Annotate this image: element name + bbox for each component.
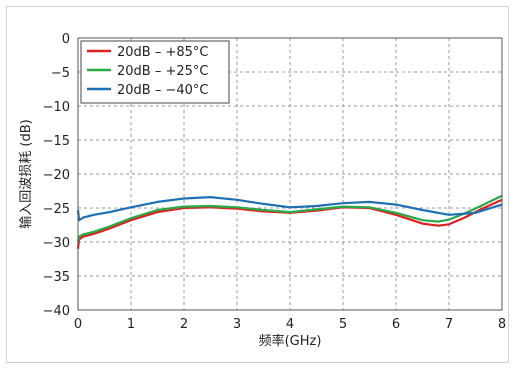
legend-box: [80, 40, 230, 104]
series-line-2: [76, 196, 503, 222]
series-line-1: [76, 194, 503, 243]
x-tick-label: 1: [127, 317, 135, 332]
legend: 20dB – +85°C 20dB – +25°C 20dB – −40°C: [80, 40, 230, 104]
y-tick-label: −10: [43, 100, 70, 115]
y-tick-label: 0: [62, 32, 70, 47]
y-tick-label: −20: [43, 168, 70, 183]
x-tick-label: 7: [445, 317, 453, 332]
y-tick-labels: 0 −5 −10 −15 −20 −25 −30 −35 −40: [43, 32, 70, 319]
x-tick-label: 6: [392, 317, 400, 332]
legend-label-2: 20dB – −40°C: [117, 83, 209, 98]
y-tick-label: −25: [43, 202, 70, 217]
y-axis-label: 输入回波损耗 (dB): [18, 119, 34, 228]
x-tick-label: 0: [74, 317, 82, 332]
x-tick-label: 4: [286, 317, 294, 332]
x-axis-label: 频率(GHz): [259, 333, 322, 349]
x-tick-label: 8: [498, 317, 506, 332]
y-tick-label: −15: [43, 134, 70, 149]
y-tick-label: −30: [43, 236, 70, 251]
x-tick-label: 5: [339, 317, 347, 332]
x-tick-label: 2: [180, 317, 188, 332]
plot-border: [77, 37, 503, 311]
y-tick-label: −40: [43, 304, 70, 319]
series-layer: [76, 194, 503, 249]
legend-label-1: 20dB – +25°C: [117, 64, 209, 79]
legend-label-0: 20dB – +85°C: [117, 45, 209, 60]
y-tick-label: −5: [51, 66, 70, 81]
x-tick-label: 3: [233, 317, 241, 332]
x-tick-labels: 0 1 2 3 4 5 6 7 8: [74, 317, 506, 332]
y-tick-label: −35: [43, 270, 70, 285]
